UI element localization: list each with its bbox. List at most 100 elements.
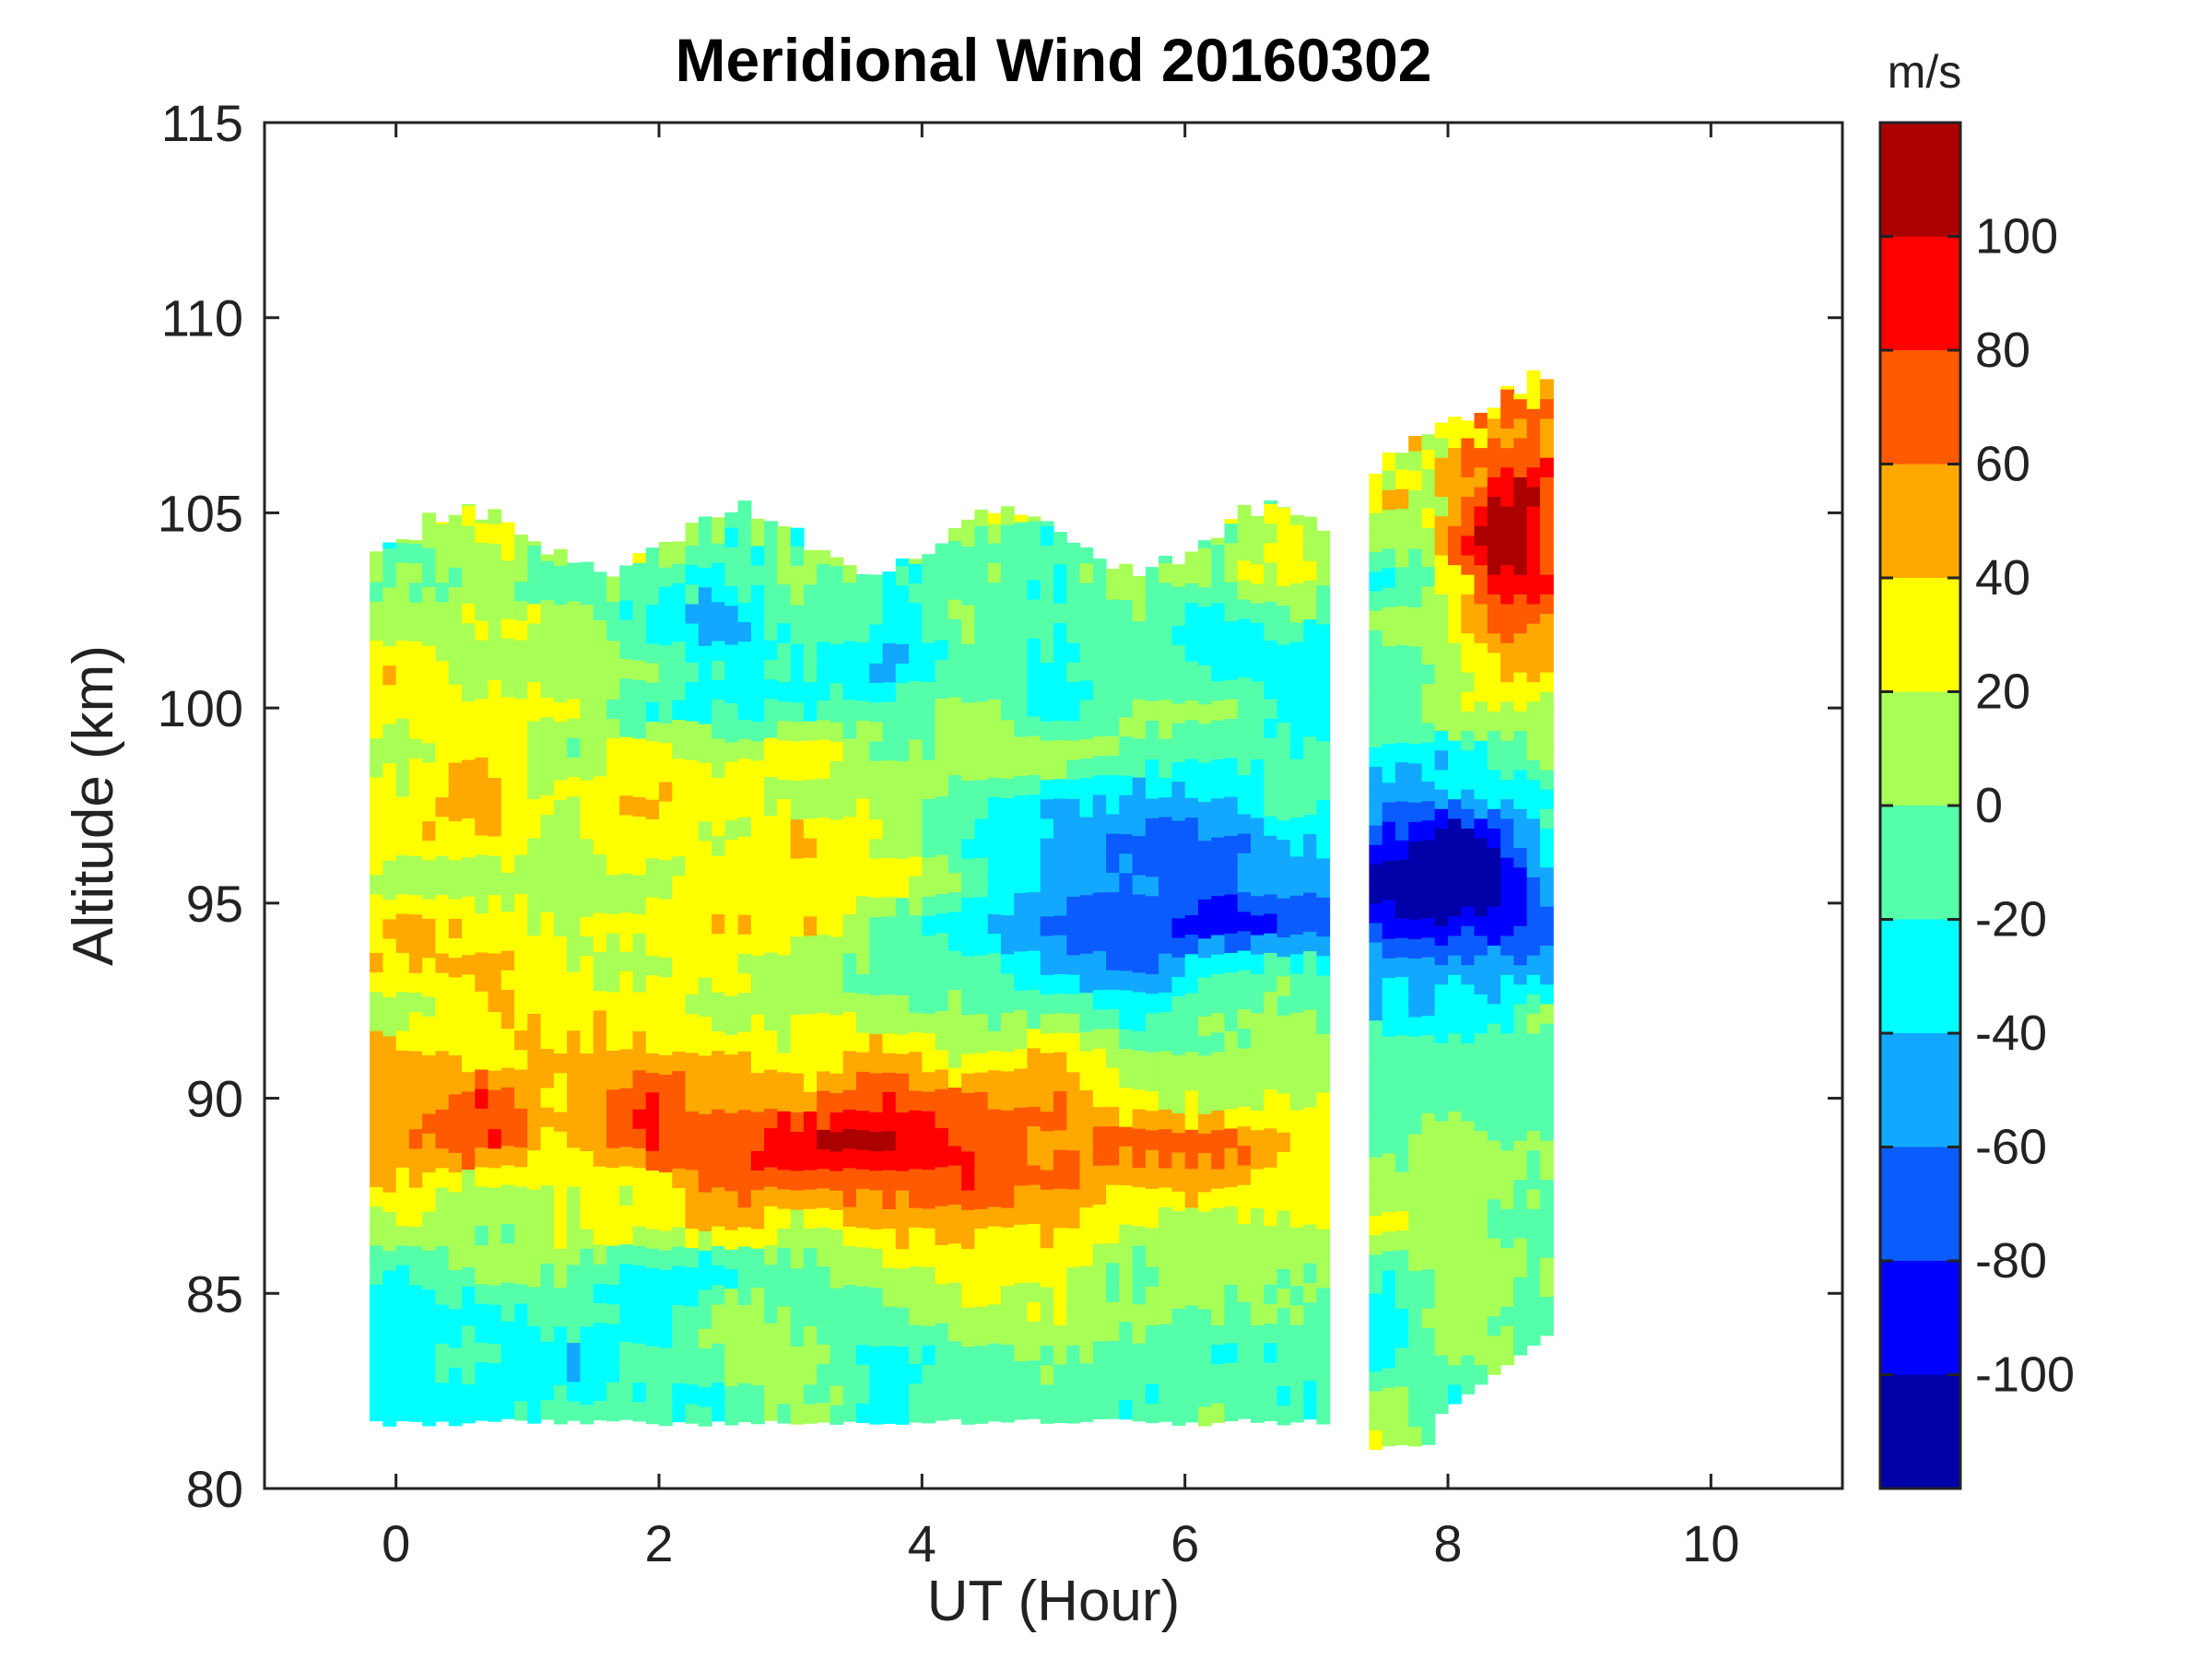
wind-cell (382, 1347, 397, 1369)
wind-cell (606, 1186, 620, 1207)
wind-cell (1539, 789, 1554, 809)
wind-cell (1000, 1051, 1015, 1072)
wind-cell (803, 1032, 818, 1053)
wind-cell (698, 1133, 712, 1154)
wind-cell (1224, 718, 1239, 739)
wind-cell (435, 952, 450, 973)
wind-cell (856, 1052, 870, 1072)
wind-cell (1014, 1224, 1029, 1244)
wind-cell (830, 701, 844, 723)
wind-cell (1500, 720, 1514, 741)
wind-cell (1513, 730, 1528, 751)
wind-cell (514, 853, 528, 875)
wind-cell (395, 1225, 410, 1246)
wind-cell (382, 996, 397, 1018)
wind-cell (712, 816, 725, 837)
wind-cell (1040, 681, 1054, 702)
wind-cell (764, 834, 778, 855)
wind-cell (435, 738, 450, 759)
wind-cell (987, 933, 1002, 954)
wind-cell (1106, 1184, 1120, 1205)
wind-cell (1040, 721, 1054, 741)
wind-cell (619, 814, 634, 835)
wind-cell (408, 1167, 423, 1188)
wind-cell (685, 642, 700, 663)
wind-cell (724, 512, 739, 528)
wind-cell (1159, 1265, 1172, 1286)
wind-cell (553, 818, 568, 840)
wind-cell (1513, 574, 1528, 594)
wind-cell (540, 735, 555, 757)
wind-cell (593, 1126, 607, 1147)
wind-cell (422, 1191, 437, 1212)
wind-cell (422, 801, 437, 822)
wind-cell (922, 915, 936, 936)
wind-cell (1500, 1325, 1514, 1346)
wind-cell (659, 664, 673, 685)
wind-cell (606, 913, 620, 934)
wind-cell (1159, 796, 1172, 818)
wind-cell (1224, 874, 1239, 895)
wind-cell (1014, 814, 1029, 835)
wind-cell (435, 1362, 450, 1383)
wind-cell (1448, 1364, 1462, 1385)
wind-cell (1500, 915, 1514, 936)
wind-cell (370, 991, 383, 1012)
wind-cell (1106, 1145, 1120, 1166)
wind-cell (1369, 864, 1383, 885)
wind-cell (1224, 1244, 1239, 1265)
wind-cell (1079, 1089, 1094, 1111)
wind-cell (672, 1089, 687, 1111)
wind-cell (1159, 816, 1172, 837)
wind-cell (1171, 878, 1186, 900)
wind-cell (435, 641, 450, 661)
wind-cell (1132, 620, 1147, 641)
wind-cell (1434, 1062, 1449, 1083)
wind-cell (488, 1284, 502, 1305)
y-tick-label: 100 (158, 679, 243, 737)
wind-cell (1421, 761, 1436, 782)
wind-cell (1092, 1165, 1107, 1185)
wind-cell (1382, 724, 1396, 744)
wind-cell (1487, 1159, 1501, 1181)
wind-cell (1171, 1015, 1186, 1036)
wind-cell (922, 1032, 936, 1053)
wind-cell (540, 970, 555, 991)
wind-cell (1237, 1204, 1252, 1224)
wind-cell (698, 1016, 712, 1037)
wind-cell (1316, 994, 1331, 1015)
wind-cell (606, 737, 620, 759)
wind-cell (1513, 1100, 1528, 1122)
wind-cell (1237, 715, 1252, 736)
wind-cell (1461, 1062, 1476, 1083)
wind-cell (1184, 993, 1199, 1013)
wind-cell (1539, 964, 1554, 985)
wind-cell (567, 1361, 581, 1382)
wind-cell (462, 720, 476, 741)
wind-cell (1421, 1327, 1436, 1347)
wind-cell (382, 547, 397, 569)
colorbar-tick-label: 0 (1975, 778, 2003, 833)
wind-cell (856, 1286, 870, 1306)
wind-cell (1382, 1172, 1396, 1193)
wind-cell (1119, 814, 1134, 835)
wind-cell (527, 1052, 542, 1073)
wind-cell (750, 1306, 765, 1327)
wind-cell (1079, 562, 1094, 583)
wind-cell (698, 840, 712, 861)
wind-cell (1303, 1106, 1317, 1127)
wind-cell (1079, 1382, 1094, 1403)
wind-cell (790, 1072, 805, 1093)
wind-cell (632, 835, 647, 856)
wind-cell (830, 1384, 844, 1406)
wind-cell (882, 662, 897, 683)
wind-cell (947, 1399, 962, 1419)
wind-cell (1277, 1209, 1291, 1230)
wind-cell (1434, 477, 1449, 498)
wind-cell (580, 994, 594, 1015)
wind-cell (1289, 700, 1304, 721)
wind-cell (895, 1365, 910, 1386)
wind-cell (1394, 508, 1409, 529)
wind-cell (422, 937, 437, 959)
